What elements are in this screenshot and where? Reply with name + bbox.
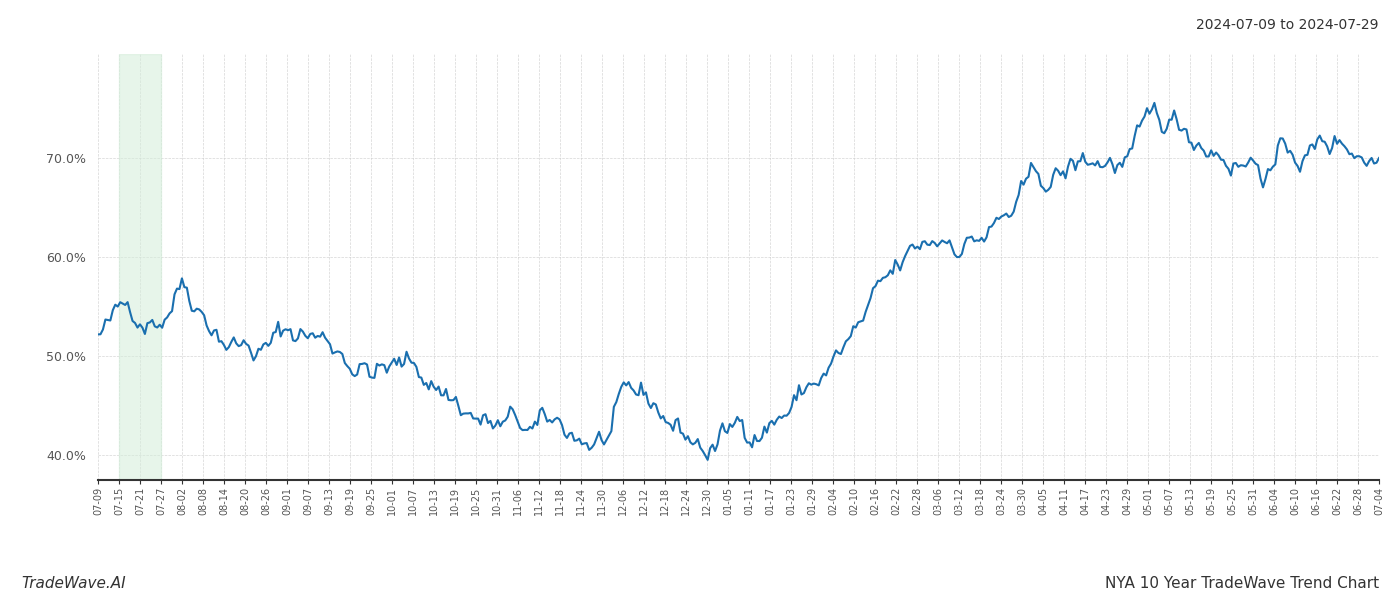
Text: NYA 10 Year TradeWave Trend Chart: NYA 10 Year TradeWave Trend Chart <box>1105 576 1379 591</box>
Bar <box>119 54 161 480</box>
Text: TradeWave.AI: TradeWave.AI <box>21 576 126 591</box>
Text: 2024-07-09 to 2024-07-29: 2024-07-09 to 2024-07-29 <box>1197 18 1379 32</box>
